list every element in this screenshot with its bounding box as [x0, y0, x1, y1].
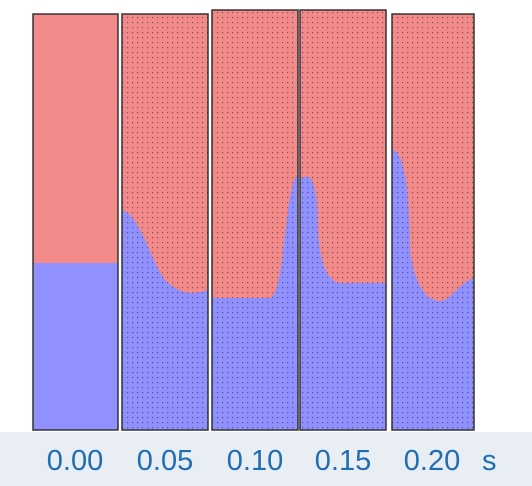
velocity-field: [392, 14, 474, 430]
time-label: 0.20: [404, 445, 460, 477]
panel: [212, 10, 298, 430]
velocity-field: [122, 14, 208, 430]
time-label: 0.05: [137, 445, 193, 477]
time-unit: s: [482, 445, 497, 477]
time-label: 0.00: [47, 445, 103, 477]
time-label: 0.15: [315, 445, 371, 477]
fluid-blue: [33, 263, 118, 430]
panel: [300, 10, 386, 430]
velocity-field: [212, 10, 298, 430]
time-label: 0.10: [227, 445, 283, 477]
figure: 0.00 0.05 0.10 0.15 0.20 s: [0, 0, 532, 486]
panel: [392, 14, 474, 430]
velocity-field: [300, 10, 386, 430]
panel: [33, 14, 118, 430]
panel: [122, 14, 208, 430]
